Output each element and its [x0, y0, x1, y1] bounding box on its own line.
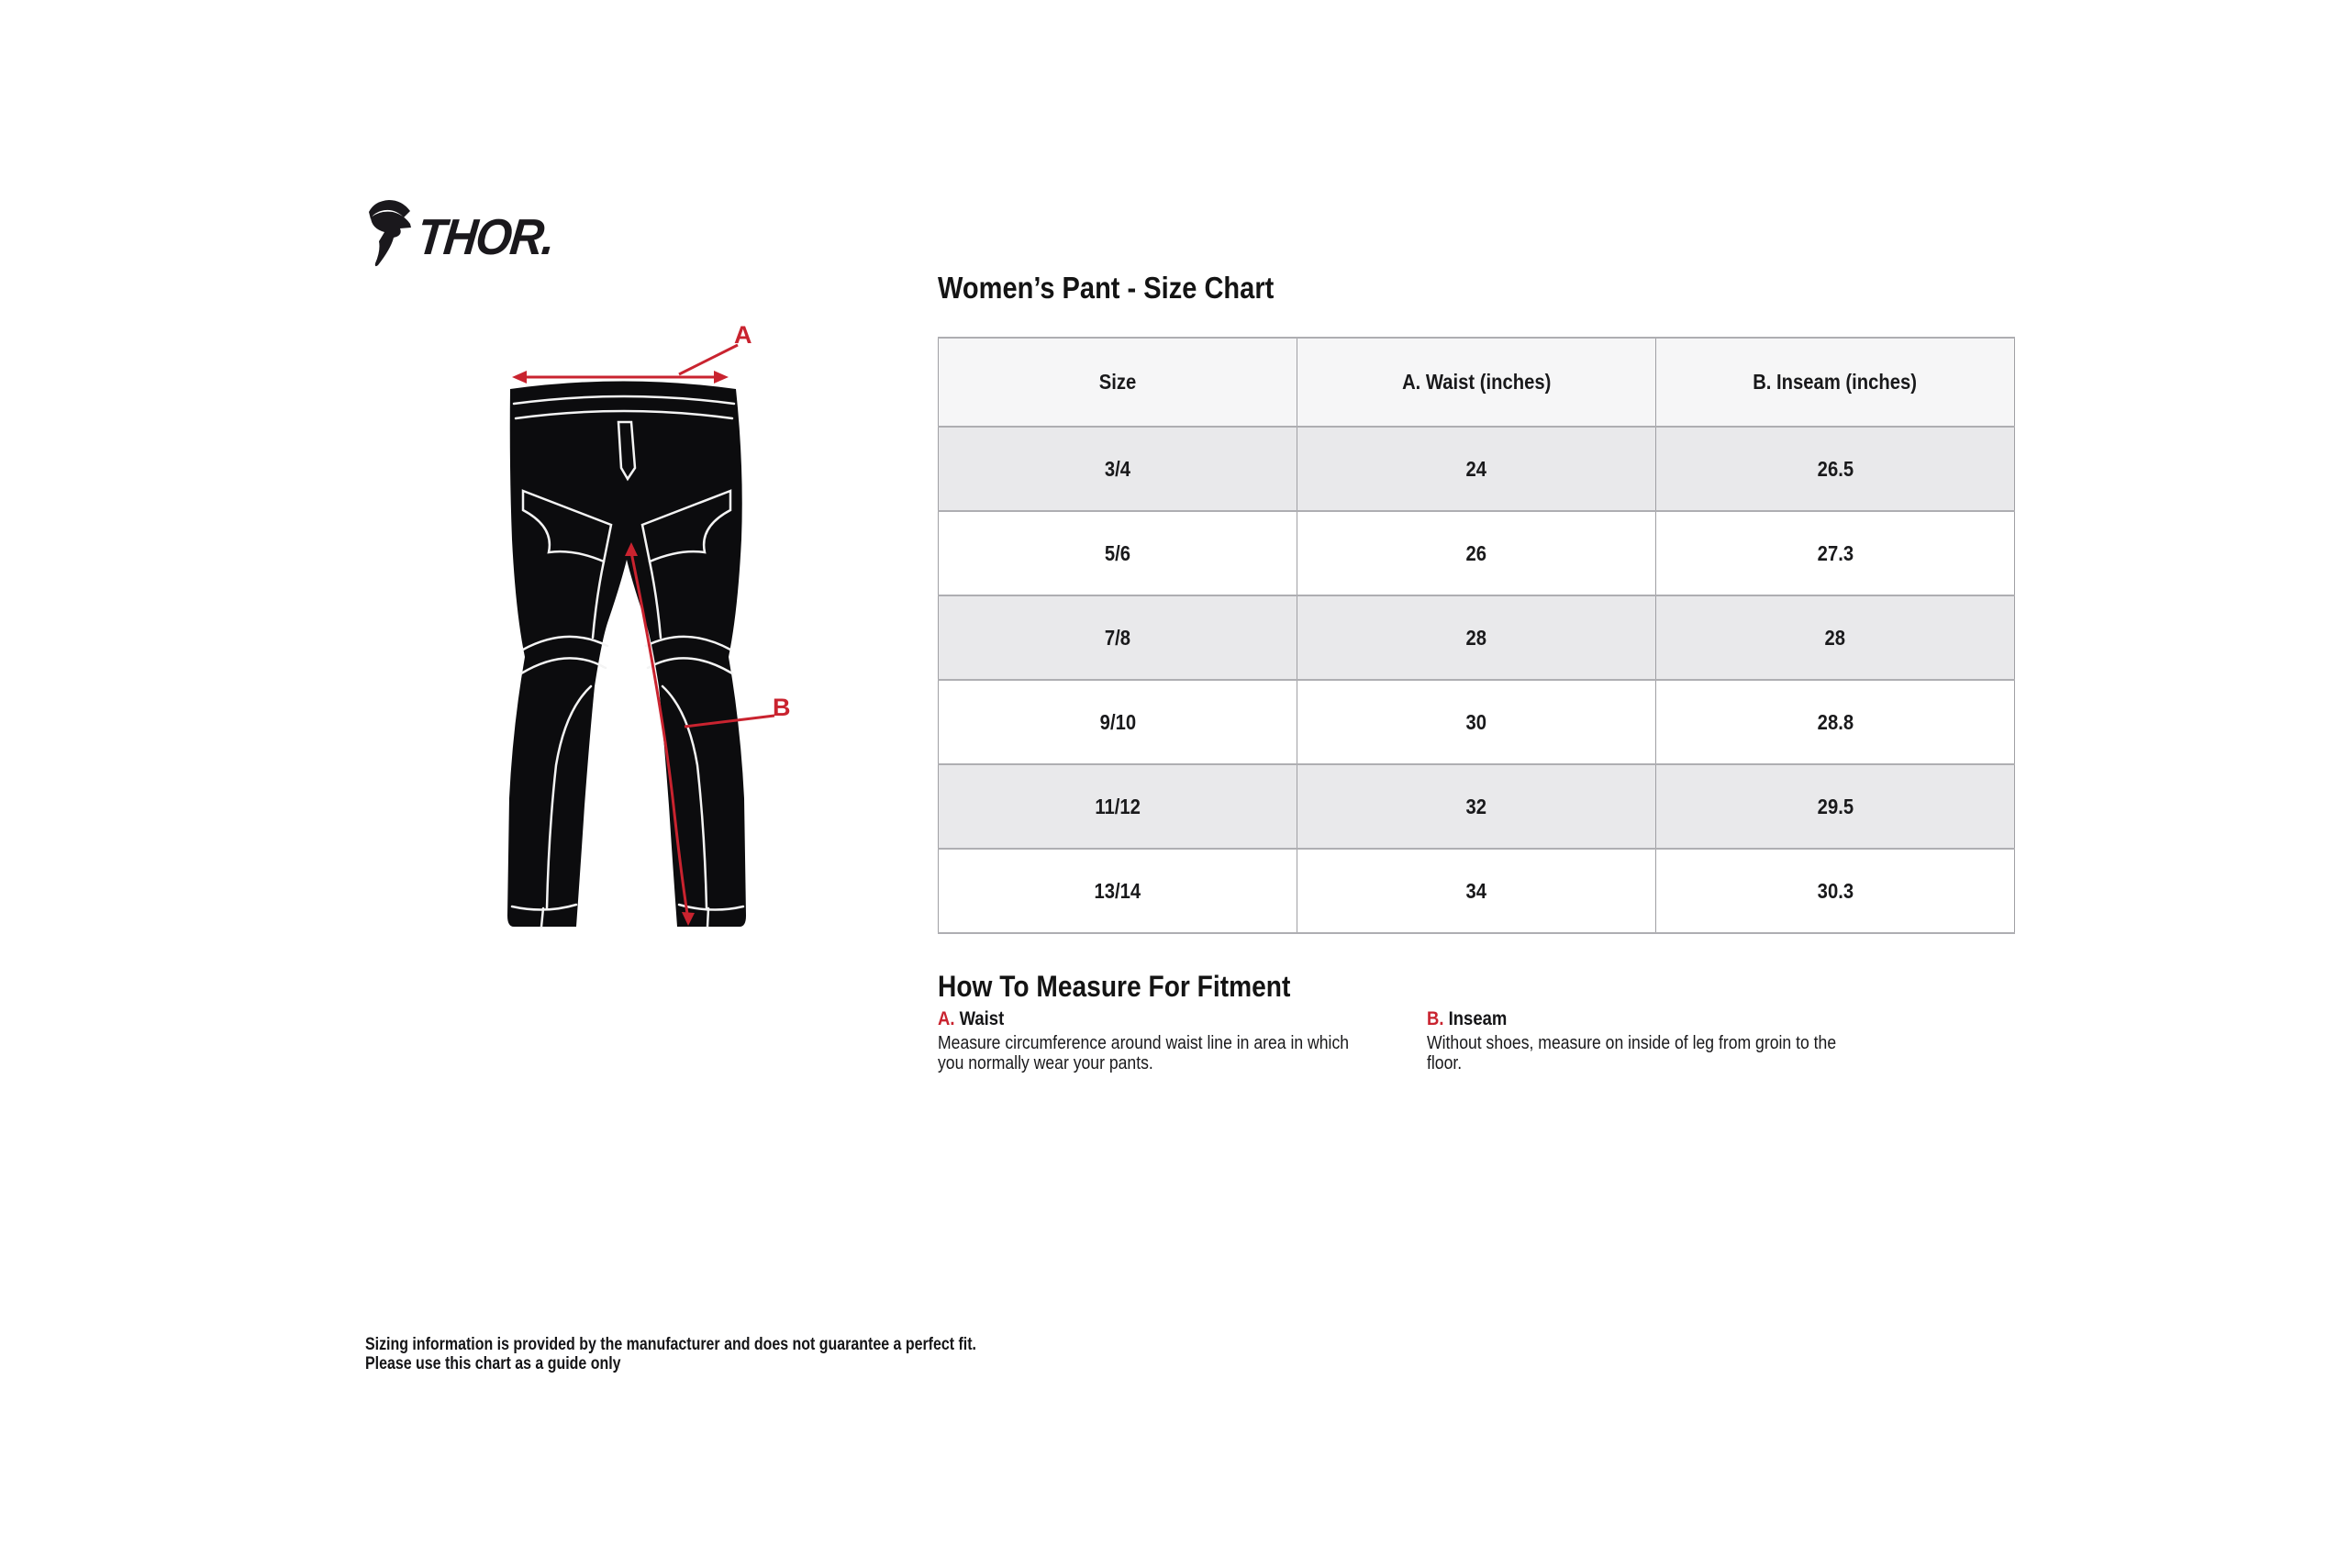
size-cell: 7/8 — [938, 595, 1297, 681]
waist-cell: 34 — [1297, 848, 1656, 934]
col-header-inseam: B. Inseam (inches) — [1655, 337, 2015, 428]
waist-label-pointer-line — [678, 343, 739, 376]
how-to-waist-block: A. Waist Measure circumference around wa… — [938, 1008, 1438, 1073]
inseam-cell: 30.3 — [1655, 848, 2015, 934]
waist-cell: 32 — [1297, 763, 1656, 850]
waist-cell: 24 — [1297, 426, 1656, 512]
inseam-measure-label: B — [773, 694, 791, 721]
waist-measure-label: A — [734, 321, 752, 349]
size-cell: 11/12 — [938, 763, 1297, 850]
waist-description: Measure circumference around waist line … — [938, 1033, 1350, 1073]
table-row: 7/8 28 28 — [938, 595, 2015, 681]
measurement-marks — [512, 343, 775, 926]
size-table-header-row: Size A. Waist (inches) B. Inseam (inches… — [938, 337, 2015, 428]
waist-cell: 28 — [1297, 595, 1656, 681]
waist-name: Waist — [959, 1008, 1005, 1029]
thor-wordmark: THOR. — [414, 208, 557, 265]
table-row: 5/6 26 27.3 — [938, 510, 2015, 596]
inseam-subheading: B. Inseam — [1427, 1008, 1847, 1030]
size-cell: 9/10 — [938, 679, 1297, 765]
arrowhead-left — [512, 371, 527, 384]
table-row: 3/4 24 26.5 — [938, 426, 2015, 512]
col-header-size: Size — [938, 337, 1297, 428]
arrowhead-right — [714, 371, 729, 384]
table-row: 9/10 30 28.8 — [938, 679, 2015, 765]
thor-goat-icon — [365, 199, 413, 273]
inseam-cell: 28.8 — [1655, 679, 2015, 765]
table-row: 13/14 34 30.3 — [938, 848, 2015, 934]
inseam-label-pointer-line — [684, 714, 775, 728]
col-header-waist: A. Waist (inches) — [1297, 337, 1656, 428]
inseam-description: Without shoes, measure on inside of leg … — [1427, 1033, 1837, 1073]
size-cell: 13/14 — [938, 848, 1297, 934]
thor-logo: THOR. — [365, 197, 604, 271]
waist-cell: 30 — [1297, 679, 1656, 765]
size-cell: 5/6 — [938, 510, 1297, 596]
inseam-cell: 29.5 — [1655, 763, 2015, 850]
size-table: Size A. Waist (inches) B. Inseam (inches… — [938, 337, 2015, 934]
page-title: Women’s Pant - Size Chart — [938, 271, 1275, 305]
table-row: 11/12 32 29.5 — [938, 763, 2015, 850]
waist-key-letter: A. — [938, 1008, 955, 1029]
size-cell: 3/4 — [938, 426, 1297, 512]
disclaimer-line-1: Sizing information is provided by the ma… — [365, 1335, 976, 1354]
pants-silhouette-graphic — [507, 343, 775, 929]
arrowhead-down — [682, 912, 695, 926]
pants-seam-lines — [510, 395, 745, 929]
waist-subheading: A. Waist — [938, 1008, 1378, 1030]
inseam-name: Inseam — [1448, 1008, 1508, 1029]
inseam-key-letter: B. — [1427, 1008, 1444, 1029]
how-to-measure-heading: How To Measure For Fitment — [938, 970, 1291, 1003]
inseam-measure-line — [629, 551, 689, 915]
inseam-cell: 26.5 — [1655, 426, 2015, 512]
waist-cell: 26 — [1297, 510, 1656, 596]
pants-silhouette — [507, 381, 746, 927]
how-to-inseam-block: B. Inseam Without shoes, measure on insi… — [1427, 1008, 1904, 1073]
sizing-disclaimer: Sizing information is provided by the ma… — [365, 1335, 976, 1373]
inseam-cell: 28 — [1655, 595, 2015, 681]
disclaimer-line-2: Please use this chart as a guide only — [365, 1354, 621, 1373]
arrowhead-up — [625, 542, 638, 556]
inseam-cell: 27.3 — [1655, 510, 2015, 596]
pants-diagram: A B — [495, 321, 812, 954]
